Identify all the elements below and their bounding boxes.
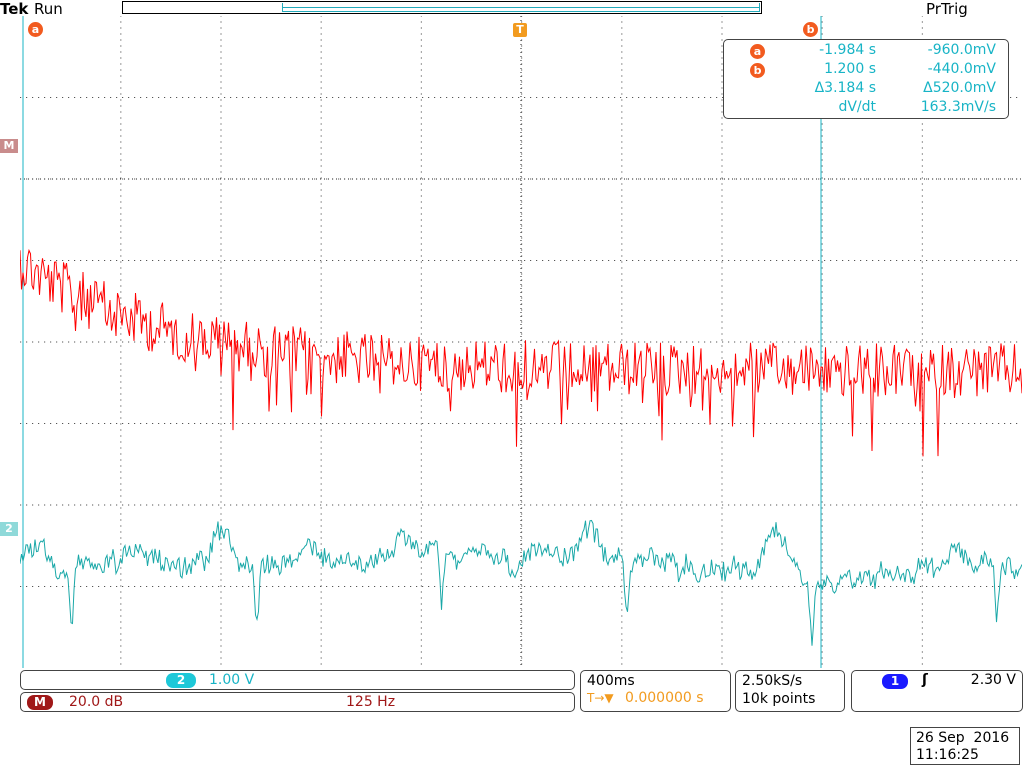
math-scale: 20.0 dB xyxy=(69,694,124,710)
cursor-readout: a -1.984 s -960.0mV b 1.200 s -440.0mV Δ… xyxy=(723,39,1009,119)
cursor-b-value: -440.0mV xyxy=(927,61,996,77)
trigger-position-icon: T→▼ xyxy=(587,691,614,705)
brand-logo: Tek xyxy=(0,0,29,18)
cursor-a-value: -960.0mV xyxy=(927,42,996,58)
trigger-position: 0.000000 s xyxy=(625,690,704,706)
cursor-rate-label: dV/dt xyxy=(838,99,876,115)
trigger-panel[interactable]: 1 ʃ 2.30 V xyxy=(851,670,1023,712)
trigger-position-marker[interactable]: T xyxy=(513,23,527,37)
ch2-scale: 1.00 V xyxy=(209,672,255,688)
cursor-b-marker[interactable]: b xyxy=(803,22,818,37)
ch2-scale-panel[interactable]: 2 1.00 V xyxy=(20,670,575,690)
trigger-state: PrTrig xyxy=(926,0,968,18)
math-ref-marker[interactable]: M xyxy=(0,139,18,153)
record-points: 10k points xyxy=(742,691,816,707)
timebase-panel[interactable]: 400ms T→▼ 0.000000 s xyxy=(580,670,731,712)
time: 11:16:25 xyxy=(916,747,979,763)
acquisition-panel[interactable]: 2.50kS/s 10k points xyxy=(735,670,845,712)
date: 26 Sep 2016 xyxy=(916,730,1010,746)
math-badge: M xyxy=(27,695,53,710)
rising-edge-icon: ʃ xyxy=(922,672,928,688)
math-frequency: 125 Hz xyxy=(346,694,396,710)
cursor-a-time: -1.984 s xyxy=(819,42,876,58)
trigger-level: 2.30 V xyxy=(970,672,1016,688)
sample-rate: 2.50kS/s xyxy=(742,673,803,689)
cursor-a-marker[interactable]: a xyxy=(28,22,43,37)
math-scale-panel[interactable]: M 20.0 dB 125 Hz xyxy=(20,692,575,712)
cursor-rate-value: 163.3mV/s xyxy=(920,99,996,115)
math-trace xyxy=(20,248,1022,457)
ch2-badge: 2 xyxy=(166,673,196,688)
timebase-scale: 400ms xyxy=(587,673,635,689)
cursor-a-icon: a xyxy=(750,44,765,59)
grid-dots xyxy=(20,16,1022,668)
cursor-b-time: 1.200 s xyxy=(824,61,876,77)
cursor-delta-value: Δ520.0mV xyxy=(923,80,996,96)
trigger-source-badge: 1 xyxy=(882,674,908,689)
datetime-box: 26 Sep 2016 11:16:25 xyxy=(910,727,1020,765)
run-state: Run xyxy=(34,0,63,18)
ch2-ref-marker[interactable]: 2 xyxy=(0,522,18,536)
cursor-delta-time: Δ3.184 s xyxy=(814,80,876,96)
waveform-graticule[interactable] xyxy=(20,16,1022,668)
cursor-b-icon: b xyxy=(750,63,765,78)
ch2-trace xyxy=(20,519,1022,646)
record-view-line xyxy=(282,7,760,8)
